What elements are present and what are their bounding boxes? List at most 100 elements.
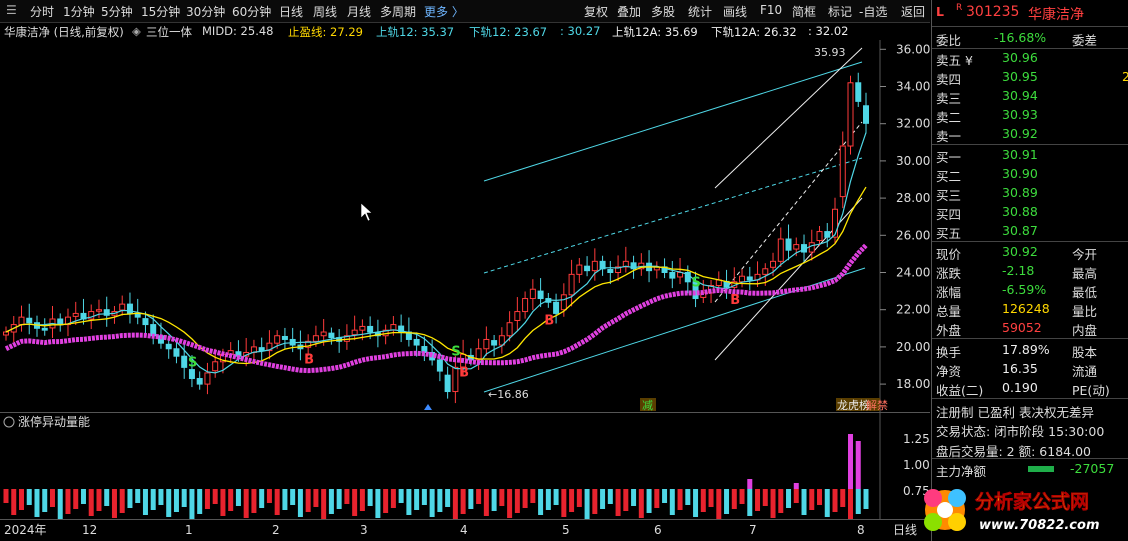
period-tab-month[interactable]: 月线 [347,5,372,19]
fuquan-button[interactable]: 复权 [584,5,609,19]
date-label-3: 3 [360,523,368,537]
event-tag-reduce[interactable] [640,398,656,411]
candle-body [436,359,443,372]
ask-row[interactable]: 卖一 30.92 [932,125,1128,144]
price-value: 30.92 [1002,244,1038,259]
indicator-info-line: 华康洁净 (日线,前复权) ◈ 三位一体 MIDD: 25.48 止盈线: 27… [0,22,930,40]
price-chart[interactable]: 18.00 20.00 22.00 24.00 26.00 28.00 30.00 32.00… [0,40,930,412]
volume-panel[interactable]: 涨停异动量能 1.25 1.00 0.75 [0,412,930,519]
bid-row[interactable]: 买四 30.88 [932,203,1128,222]
stat-row: 涨跌 -2.18 最高 [932,262,1128,281]
period-tab-multi[interactable]: 多周期 [380,5,417,19]
event-tag-dragon-tiger[interactable] [836,398,880,411]
watermark-url: www.70822.com [979,518,1100,533]
volume-bar [662,489,668,503]
bid-row[interactable]: 买一 30.91 [932,146,1128,165]
ask1-price: 30.92 [1002,126,1038,141]
period-tab-week[interactable]: 周线 [313,5,338,19]
indicator-name[interactable]: 三位一体 [146,25,192,39]
indicator-dropdown-icon[interactable]: ◈ [132,24,141,38]
period-tab-day[interactable]: 日线 [279,5,304,19]
marker-buy: B [544,313,554,328]
midd-value: MIDD: 25.48 [202,24,274,38]
event-tags: 减 龙虎榜 解禁 [424,398,888,412]
divider [932,48,1128,49]
bid-row[interactable]: 买五 30.87 [932,222,1128,241]
draw-line-button[interactable]: 画线 [723,5,748,19]
period-tab-5min[interactable]: 5分钟 [101,5,133,19]
candle-body [204,372,211,385]
stat-row: 现价 30.92 今开 [932,243,1128,262]
date-label-1: 1 [185,523,193,537]
mark-button[interactable]: 标记 [828,5,853,19]
candle-body [832,208,839,238]
remove-watchlist-button[interactable]: -自选 [859,5,888,19]
ask2-price: 30.93 [1002,107,1038,122]
volume-bar [848,489,854,519]
candle-body [522,298,529,313]
volume-bar [685,489,691,505]
bid1-label: 买一 [936,150,962,165]
ask-row[interactable]: 卖五 ¥ 30.96 [932,49,1128,68]
eps-value: 0.190 [1002,380,1038,395]
volume-bar [615,489,621,516]
price-tick-label: 32.00 [896,117,930,131]
volume-bar [607,489,613,504]
volume-settings-icon[interactable] [3,416,15,428]
period-tab-30min[interactable]: 30分钟 [186,5,226,19]
price-chart-bg [0,40,930,412]
candle-body [793,244,800,250]
volume-bar [313,489,319,507]
back-button[interactable]: 返回 [901,5,926,19]
date-label-6: 6 [654,523,662,537]
period-label[interactable]: 日线 [893,523,917,537]
candle-body [491,340,498,346]
bid-row[interactable]: 买三 30.89 [932,184,1128,203]
change-label: 涨跌 [936,266,962,281]
marker-sell: S [692,276,701,291]
f10-button[interactable]: F10 [760,3,783,17]
candle-body [785,238,792,251]
candle-body [739,275,746,283]
period-tab-fenshi[interactable]: 分时 [30,5,55,19]
period-tab-15min[interactable]: 15分钟 [141,5,181,19]
bid-row[interactable]: 买二 30.90 [932,165,1128,184]
main-flow-bar [1028,466,1054,472]
pe-label: PE(动) [1072,383,1110,398]
ask-row[interactable]: 卖四 30.95 2 [932,68,1128,87]
period-tab-more[interactable]: 更多 〉 [424,5,464,19]
overlay-button[interactable]: 叠加 [617,5,642,19]
volume-bar [414,489,420,510]
support-dot-line [4,243,868,374]
volume-bar [235,489,241,506]
volume-bar [26,489,32,505]
toolbar-toggle-icon[interactable]: ☰ [6,3,17,17]
period-tab-1min[interactable]: 1分钟 [63,5,95,19]
stats-button[interactable]: 统计 [688,5,713,19]
multi-stock-button[interactable]: 多股 [651,5,676,19]
volume-bar [809,489,815,510]
ask5-price: 30.96 [1002,50,1038,65]
ask-row[interactable]: 卖二 30.93 [932,106,1128,125]
volume-bar [677,489,683,510]
eps-label: 收益(二) [936,383,984,398]
candle-body [824,231,831,238]
volume-bar [522,489,528,508]
volume-bar [569,489,575,512]
candle-body [452,366,459,393]
candle-body [212,361,219,372]
volume-bar [739,489,745,504]
flower-logo-icon [924,489,966,531]
candle-body [777,238,784,262]
stock-name: 华康洁净 [1028,7,1084,23]
period-tab-60min[interactable]: 60分钟 [232,5,272,19]
volume-bar [57,489,63,519]
volume-bar [142,489,148,515]
volume-bar [468,489,474,509]
simple-frame-button[interactable]: 简框 [792,5,817,19]
ask-row[interactable]: 卖三 30.94 [932,87,1128,106]
event-up-arrow-icon[interactable] [424,404,432,410]
volume-bar [181,489,187,507]
volume-bar [855,489,861,514]
ask1-label: 卖一 [936,129,962,144]
